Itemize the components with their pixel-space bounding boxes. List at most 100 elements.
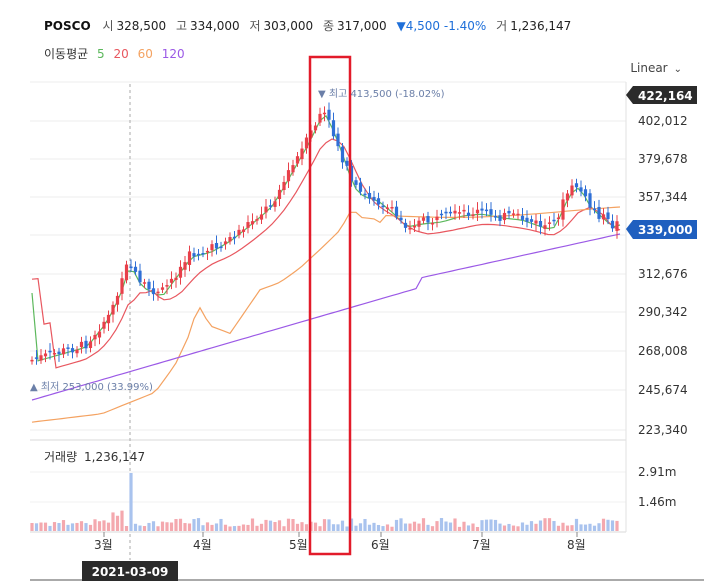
volume-bar xyxy=(610,520,615,531)
candle-body xyxy=(421,217,426,221)
volume-bar xyxy=(300,522,304,531)
candle-body xyxy=(390,207,394,209)
candle-body xyxy=(601,214,606,220)
volume-bar xyxy=(228,526,232,531)
volume-bar xyxy=(174,519,178,531)
volume-bar xyxy=(363,518,367,531)
candle-body xyxy=(70,348,75,353)
moving-average-lines xyxy=(31,114,621,423)
candle-body xyxy=(277,189,282,200)
high-value: 334,000 xyxy=(190,19,240,33)
candle-body xyxy=(30,359,34,362)
volume-bar xyxy=(219,518,223,531)
volume-bar xyxy=(412,521,417,531)
volume-bar xyxy=(615,520,619,531)
low-annotation: ▲ 최저 253,000 (33.99%) xyxy=(30,381,153,393)
candle-body xyxy=(471,214,475,216)
candle-body xyxy=(462,209,466,212)
close-label: 종 xyxy=(322,19,335,33)
candle-body xyxy=(588,193,592,208)
volume-bar xyxy=(39,522,43,531)
volume-bar xyxy=(237,525,241,531)
ma-20-label: 20 xyxy=(113,47,129,61)
volume-bar xyxy=(354,525,358,531)
candle-body xyxy=(507,210,511,214)
x-tick: 3월 xyxy=(94,538,113,552)
candle-body xyxy=(385,207,390,210)
volume-bar xyxy=(552,521,556,531)
volume-bar xyxy=(30,523,34,531)
chevron-down-icon: ⌄ xyxy=(673,64,682,75)
candle-body xyxy=(498,215,502,221)
candle-body xyxy=(354,180,358,185)
volume-bar xyxy=(255,525,259,531)
volume-bar xyxy=(70,523,75,531)
candle-body xyxy=(259,214,264,220)
candle-body xyxy=(565,193,570,201)
candle-body xyxy=(466,212,471,216)
volume-bar xyxy=(205,522,210,531)
volume-bar xyxy=(57,522,61,531)
candle-body xyxy=(169,278,174,283)
moving-average-legend[interactable]: 이동평균 5 20 60 120 xyxy=(44,45,190,62)
volume-bar xyxy=(403,523,408,531)
candle-body xyxy=(93,334,97,340)
candle-body xyxy=(165,285,169,287)
volume-bar xyxy=(484,519,489,531)
volume-bars xyxy=(30,473,619,531)
x-tick: 8월 xyxy=(567,538,586,552)
candles xyxy=(30,102,619,365)
candle-body xyxy=(178,266,183,278)
volume-bar xyxy=(565,525,570,531)
scale-mode-dropdown[interactable]: Linear ⌄ xyxy=(630,61,682,75)
volume-bar xyxy=(538,520,543,531)
candle-body xyxy=(115,295,120,305)
candle-body xyxy=(489,209,493,215)
x-tick: 5월 xyxy=(289,538,308,552)
volume-bar xyxy=(142,526,147,531)
volume-bar xyxy=(471,523,475,531)
candle-body xyxy=(183,262,187,270)
candle-body xyxy=(367,192,372,199)
candle-body xyxy=(381,205,385,208)
volume-bar xyxy=(196,518,201,531)
candle-body xyxy=(228,237,232,242)
volume-bar xyxy=(304,524,309,531)
volume-bar xyxy=(138,525,142,531)
candle-body xyxy=(552,219,556,222)
volume-bar xyxy=(421,518,426,531)
candle-body xyxy=(615,221,619,231)
volume-bar xyxy=(223,524,228,531)
candle-body xyxy=(426,216,430,223)
candle-body xyxy=(538,220,543,227)
volume-bar xyxy=(583,524,588,531)
crosshair-date-box xyxy=(82,561,178,581)
candle-body xyxy=(129,266,133,269)
volume-bar xyxy=(489,519,493,531)
candle-body xyxy=(174,277,178,280)
candle-body xyxy=(124,264,129,281)
candle-body xyxy=(403,222,408,228)
volume-bar xyxy=(457,526,462,531)
candle-body xyxy=(160,287,165,290)
volume-bar xyxy=(399,518,403,531)
volume-bar xyxy=(48,525,52,531)
candle-body xyxy=(147,281,151,290)
volume-bar xyxy=(295,523,300,531)
volume-bar xyxy=(169,522,174,531)
volume-bar xyxy=(106,522,111,531)
candle-body xyxy=(102,321,106,329)
candle-body xyxy=(88,341,93,349)
low-value: 303,000 xyxy=(263,19,314,33)
candle-body xyxy=(187,251,192,265)
candle-body xyxy=(223,241,228,245)
candle-body xyxy=(570,185,574,196)
x-tick: 6월 xyxy=(371,538,390,552)
moving-average-line xyxy=(31,114,621,362)
volume-bar xyxy=(264,519,268,531)
volume-bar xyxy=(93,519,97,531)
y-tick: 357,344 xyxy=(638,190,688,204)
candle-body xyxy=(336,133,340,147)
y-tick: 290,342 xyxy=(638,305,688,319)
